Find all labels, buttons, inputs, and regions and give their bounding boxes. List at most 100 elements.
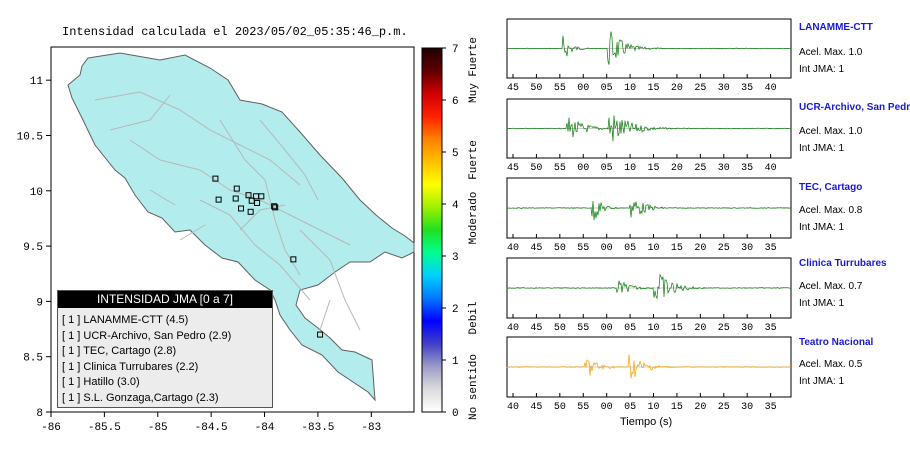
page-title: Intensidad calculada el 2023/05/02_05:35… [62, 25, 408, 39]
colorbar-tick-label: 0 [452, 408, 459, 420]
y-tick-label: 11 [30, 76, 44, 88]
station-name-turrubares: Clinica Turrubares [799, 258, 887, 269]
station-marker [272, 204, 279, 211]
y-tick-label: 8 [36, 408, 43, 420]
time-tick-label: 20 [694, 323, 706, 334]
time-tick-label: 30 [741, 402, 753, 413]
station-accel: Acel. Max. 0.8 [799, 205, 863, 216]
time-tick-label: 20 [694, 402, 706, 413]
time-tick-label: 30 [741, 243, 753, 254]
station-name-teatro: Teatro Nacional [799, 337, 874, 348]
time-tick-label: 00 [577, 163, 589, 174]
station-marker [290, 256, 297, 263]
legend-item: [ 1 ] LANAMME-CTT (4.5) [62, 314, 189, 326]
intensity-category-label: No sentido [468, 354, 480, 420]
x-tick-label: -84 [255, 422, 275, 434]
time-tick-label: 05 [601, 83, 613, 94]
time-tick-label: 15 [648, 83, 660, 94]
colorbar-tick-label: 1 [452, 356, 459, 368]
station-jma: Int JMA: 1 [799, 143, 845, 154]
time-tick-label: 35 [741, 83, 753, 94]
time-tick-label: 10 [624, 83, 636, 94]
time-tick-label: 35 [765, 243, 777, 254]
legend-item: [ 1 ] UCR-Archivo, San Pedro (2.9) [62, 329, 232, 342]
time-tick-label: 45 [530, 323, 542, 334]
waveform-panels: 45 50 55 00 05 10 15 20 25 30 35 40 45 50 55 00 05 10 15 20… [506, 18, 792, 413]
time-tick-label: 50 [554, 243, 566, 254]
waveform-trace [506, 115, 792, 142]
station-marker [232, 195, 239, 202]
time-tick-label: 40 [507, 243, 519, 254]
x-tick-label: -86 [41, 422, 61, 434]
time-tick-label: 45 [530, 243, 542, 254]
time-tick-label: 40 [765, 163, 777, 174]
x-tick-label: -85.5 [88, 422, 121, 434]
legend-header: INTENSIDAD JMA [0 a 7] [58, 291, 272, 308]
time-tick-label: 05 [624, 323, 636, 334]
legend-item: [ 1 ] TEC, Cartago (2.8) [62, 345, 177, 357]
station-marker [212, 175, 219, 182]
legend-item: [ 1 ] S.L. Gonzaga,Cartago (2.3) [62, 391, 219, 404]
station-accel: Acel. Max. 1.0 [799, 47, 863, 58]
time-tick-label: 45 [530, 402, 542, 413]
station-accel: Acel. Max. 0.5 [799, 359, 863, 370]
costa-rica-landmass [67, 52, 415, 402]
station-marker [317, 331, 324, 338]
time-tick-label: 20 [694, 243, 706, 254]
time-tick-label: 40 [507, 323, 519, 334]
time-tick-label: 15 [671, 243, 683, 254]
time-tick-label: 25 [718, 323, 730, 334]
time-tick-label: 00 [577, 83, 589, 94]
time-tick-label: 35 [765, 402, 777, 413]
station-name-tec: TEC, Cartago [799, 182, 863, 193]
waveform-trace [506, 200, 792, 221]
intensity-legend: INTENSIDAD JMA [0 a 7] [ 1 ] LANAMME-CTT… [57, 290, 273, 408]
y-tick-label: 8.5 [23, 353, 43, 365]
time-tick-label: 35 [765, 323, 777, 334]
time-tick-label: 25 [694, 163, 706, 174]
station-jma: Int JMA: 1 [799, 64, 845, 75]
station-markers [212, 175, 324, 338]
station-marker [245, 192, 252, 199]
time-tick-label: 20 [671, 163, 683, 174]
time-tick-label: 35 [741, 163, 753, 174]
time-tick-label: 40 [765, 83, 777, 94]
time-tick-label: 55 [554, 163, 566, 174]
colorbar-tick-label: 3 [452, 252, 459, 264]
time-tick-label: 20 [671, 83, 683, 94]
time-axis-label: Tiempo (s) [620, 416, 673, 428]
time-tick-label: 25 [694, 83, 706, 94]
station-jma: Int JMA: 1 [799, 298, 845, 309]
waveform-trace [506, 354, 792, 379]
time-tick-label: 15 [671, 323, 683, 334]
time-tick-label: 00 [601, 402, 613, 413]
time-tick-label: 55 [577, 243, 589, 254]
x-tick-label: -83.5 [301, 422, 334, 434]
y-tick-label: 9.5 [23, 242, 43, 254]
station-marker [247, 208, 254, 215]
time-tick-label: 45 [507, 83, 519, 94]
x-tick-label: -83 [361, 422, 381, 434]
intensity-colorbar: 0 1 2 3 4 5 6 7 No sentido Debil Moderado Fuerte Muy… [421, 37, 480, 420]
station-marker [215, 196, 222, 203]
time-tick-label: 15 [648, 163, 660, 174]
time-tick-label: 45 [507, 163, 519, 174]
time-tick-label: 05 [624, 402, 636, 413]
time-tick-label: 55 [554, 83, 566, 94]
station-accel: Acel. Max. 1.0 [799, 126, 863, 137]
station-marker [233, 185, 240, 192]
time-tick-label: 50 [530, 83, 542, 94]
time-tick-label: 30 [718, 83, 730, 94]
time-tick-label: 25 [718, 243, 730, 254]
intensity-category-label: Muy Fuerte [468, 37, 480, 103]
time-tick-label: 40 [507, 402, 519, 413]
legend-item: [ 1 ] Clinica Turrubares (2.2) [62, 360, 199, 373]
time-tick-label: 05 [601, 163, 613, 174]
intensity-category-label: Fuerte [468, 140, 480, 180]
time-tick-label: 55 [577, 402, 589, 413]
time-tick-label: 10 [648, 402, 660, 413]
station-marker [271, 203, 278, 210]
map-axes: -86 -85.5 -85 -84.5 -84 -83.5 -83 11 10.5 10 9.5 9 8… [17, 76, 382, 434]
colorbar-tick-label: 7 [452, 44, 459, 56]
y-tick-label: 10 [30, 187, 43, 199]
